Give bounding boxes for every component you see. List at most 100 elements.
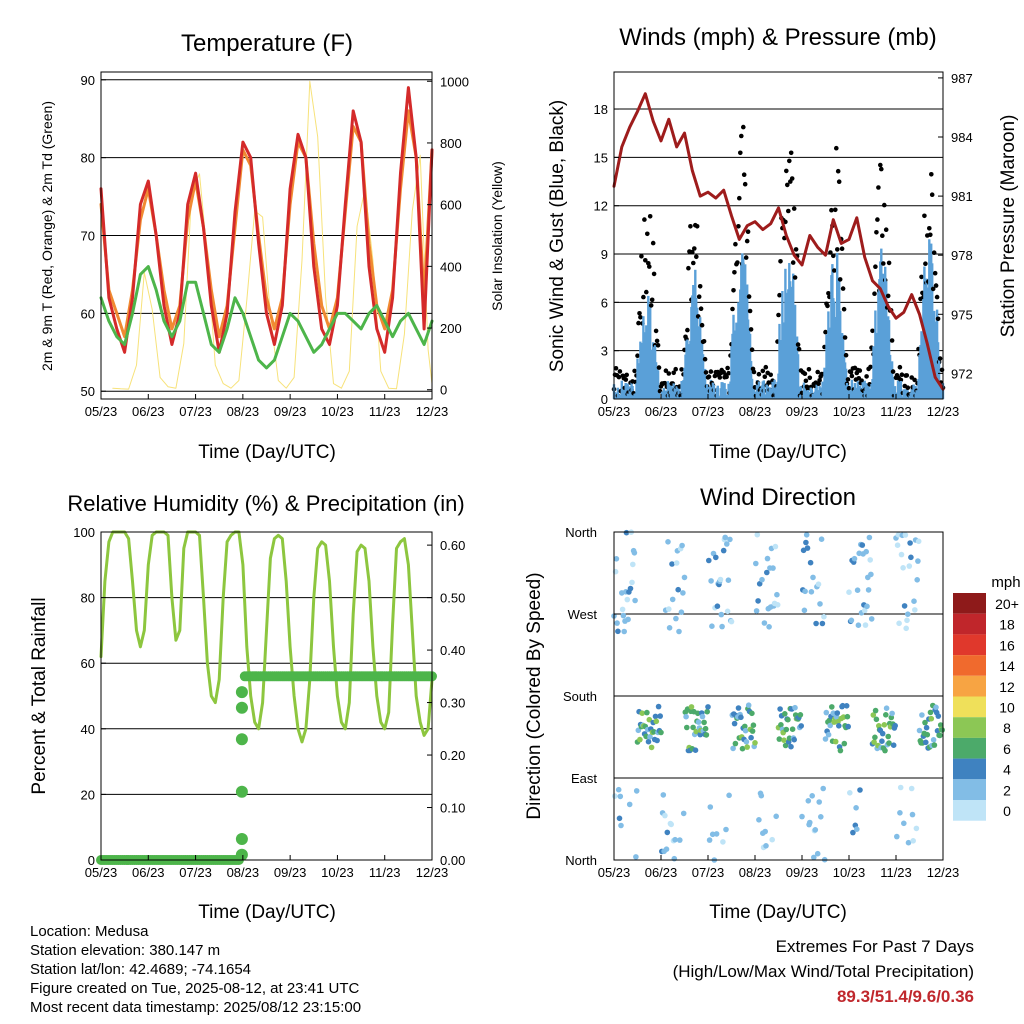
gust-point: [878, 162, 883, 168]
x-tick-label: 11/23: [880, 404, 912, 419]
y-tick-label: 80: [81, 591, 95, 606]
direction-point: [681, 574, 688, 581]
direction-point: [896, 620, 902, 627]
x-tick-label: 11/23: [369, 404, 401, 419]
direction-point: [750, 722, 757, 728]
direction-point: [814, 850, 821, 857]
direction-point: [739, 745, 746, 752]
wind-direction-chart: Wind Direction Time (Day/UTC) Direction …: [524, 484, 1021, 923]
direction-point: [724, 608, 731, 615]
direction-point: [816, 799, 822, 805]
direction-point: [620, 612, 627, 619]
direction-point: [923, 724, 930, 731]
temperature-series: [99, 80, 434, 390]
legend-swatch: [953, 593, 986, 614]
x-tick-label: 09/23: [786, 865, 819, 880]
y-tick-label: 0: [88, 853, 95, 868]
gust-point: [735, 260, 740, 265]
wind-bar: [712, 384, 716, 399]
direction-point: [615, 786, 622, 793]
direction-point: [666, 606, 672, 612]
x-tick-label: 06/23: [132, 404, 165, 419]
direction-point: [730, 745, 736, 752]
wind-bar: [766, 385, 769, 399]
direction-point: [665, 539, 671, 545]
gust-point: [939, 367, 945, 373]
direction-point: [803, 539, 809, 546]
direction-point: [851, 555, 858, 562]
winds-y2label: Station Pressure (Maroon): [998, 115, 1019, 338]
gust-point: [904, 373, 910, 378]
x-tick-label: 10/23: [321, 865, 354, 880]
direction-point: [937, 732, 943, 739]
gust-point: [912, 377, 917, 383]
direction-point: [879, 738, 885, 744]
gust-point: [724, 374, 729, 380]
gust-point: [741, 124, 746, 130]
gust-point: [666, 371, 672, 376]
direction-point: [865, 587, 872, 593]
direction-point: [859, 542, 866, 548]
direction-point: [717, 576, 724, 583]
wind-bar: [620, 380, 623, 399]
station-info: Location: Medusa Station elevation: 380.…: [30, 922, 361, 1017]
direction-point: [924, 731, 931, 738]
gust-point: [817, 378, 822, 383]
y-tick-label: 40: [81, 722, 95, 737]
gust-point: [663, 368, 669, 374]
direction-point: [915, 538, 922, 545]
temperature-y2label: Solar Insolation (Yellow): [489, 161, 505, 311]
gust-point: [848, 370, 854, 375]
gust-point: [741, 172, 747, 177]
direction-point: [773, 813, 779, 820]
gust-point: [737, 195, 742, 201]
direction-point: [614, 620, 620, 626]
gust-point: [815, 369, 820, 375]
gust-point: [930, 286, 936, 292]
direction-point: [866, 534, 873, 541]
direction-point: [612, 793, 618, 799]
direction-point: [844, 713, 851, 720]
gust-point: [699, 322, 705, 328]
gust-point: [837, 277, 843, 282]
y-tick-label: 60: [81, 306, 95, 321]
direction-point: [797, 712, 804, 718]
wind-bar: [660, 391, 664, 399]
gust-point: [882, 202, 887, 208]
direction-title: Wind Direction: [700, 484, 856, 511]
gust-point: [673, 366, 678, 372]
gust-point: [760, 368, 766, 374]
gust-point: [873, 264, 878, 270]
gust-point: [697, 284, 703, 289]
direction-point: [883, 705, 890, 711]
wind-bar: [811, 393, 814, 399]
y2-tick-label: 984: [951, 130, 973, 145]
extremes-title: Extremes For Past 7 Days: [775, 937, 974, 956]
direction-point: [764, 555, 771, 562]
x-tick-label: 10/23: [833, 404, 866, 419]
y-tick-label: 80: [81, 151, 95, 166]
winds-ylabel: Sonic Wind & Gust (Blue, Black): [547, 100, 568, 372]
speed-legend: mph 20+ 18 16 14 12 10 8 6 4 2 0: [953, 574, 1021, 821]
direction-point: [652, 713, 659, 720]
direction-point: [615, 628, 621, 635]
gust-point: [703, 370, 709, 375]
legend-label: 20+: [995, 596, 1019, 612]
gust-point: [880, 233, 885, 238]
direction-point: [894, 833, 900, 840]
series-t2m: [99, 86, 434, 354]
direction-point: [774, 591, 780, 598]
gust-point: [885, 293, 891, 299]
direction-point: [706, 837, 713, 843]
recent-data-timestamp: Most recent data timestamp: 2025/08/12 2…: [30, 999, 362, 1016]
wind-bar: [807, 392, 811, 399]
direction-point: [854, 826, 860, 832]
direction-point: [624, 596, 631, 603]
direction-point: [808, 589, 815, 595]
wind-bar: [848, 390, 852, 399]
direction-point: [761, 620, 768, 626]
direction-point: [658, 729, 664, 736]
direction-point: [630, 561, 636, 568]
direction-point: [631, 550, 638, 556]
y-tick-label: 12: [594, 199, 608, 214]
